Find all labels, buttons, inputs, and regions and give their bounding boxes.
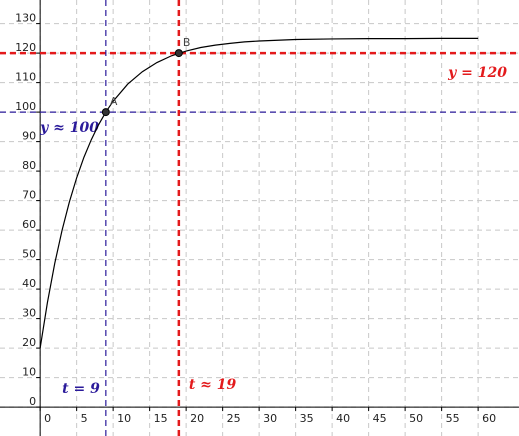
y-tick-label: 90 — [22, 130, 36, 143]
x-tick-label: 40 — [336, 412, 350, 425]
x-tick-label: 10 — [117, 412, 131, 425]
reference-label: y ≈ 100 — [39, 120, 99, 136]
x-tick-label: 5 — [81, 412, 88, 425]
y-tick-label: 0 — [29, 395, 36, 408]
x-tick-label: 50 — [409, 412, 423, 425]
point — [174, 49, 183, 58]
y-tick-label: 120 — [15, 41, 36, 54]
y-tick-label: 50 — [22, 248, 36, 261]
y-tick-label: 80 — [22, 159, 36, 172]
x-tick-label: 55 — [446, 412, 460, 425]
x-tick-label: 35 — [300, 412, 314, 425]
y-tick-label: 40 — [22, 277, 36, 290]
point-label: A — [110, 95, 118, 108]
point — [101, 108, 110, 117]
x-tick-label: 60 — [482, 412, 496, 425]
x-tick-label: 15 — [154, 412, 168, 425]
y-tick-label: 30 — [22, 307, 36, 320]
x-tick-label: 30 — [263, 412, 277, 425]
x-tick-label: 25 — [227, 412, 241, 425]
reference-label: t = 9 — [62, 381, 100, 397]
y-tick-label: 20 — [22, 336, 36, 349]
y-tick-label: 110 — [15, 71, 36, 84]
reference-label: y = 120 — [447, 65, 507, 81]
x-tick-label: 0 — [44, 412, 51, 425]
y-tick-label: 70 — [22, 189, 36, 202]
reference-label: t ≈ 19 — [189, 377, 237, 393]
y-tick-label: 130 — [15, 12, 36, 25]
point-label: B — [183, 36, 191, 49]
x-tick-label: 45 — [373, 412, 387, 425]
x-tick-label: 20 — [190, 412, 204, 425]
y-tick-label: 10 — [22, 366, 36, 379]
y-tick-label: 60 — [22, 218, 36, 231]
y-tick-label: 100 — [15, 100, 36, 113]
curve — [39, 37, 479, 349]
